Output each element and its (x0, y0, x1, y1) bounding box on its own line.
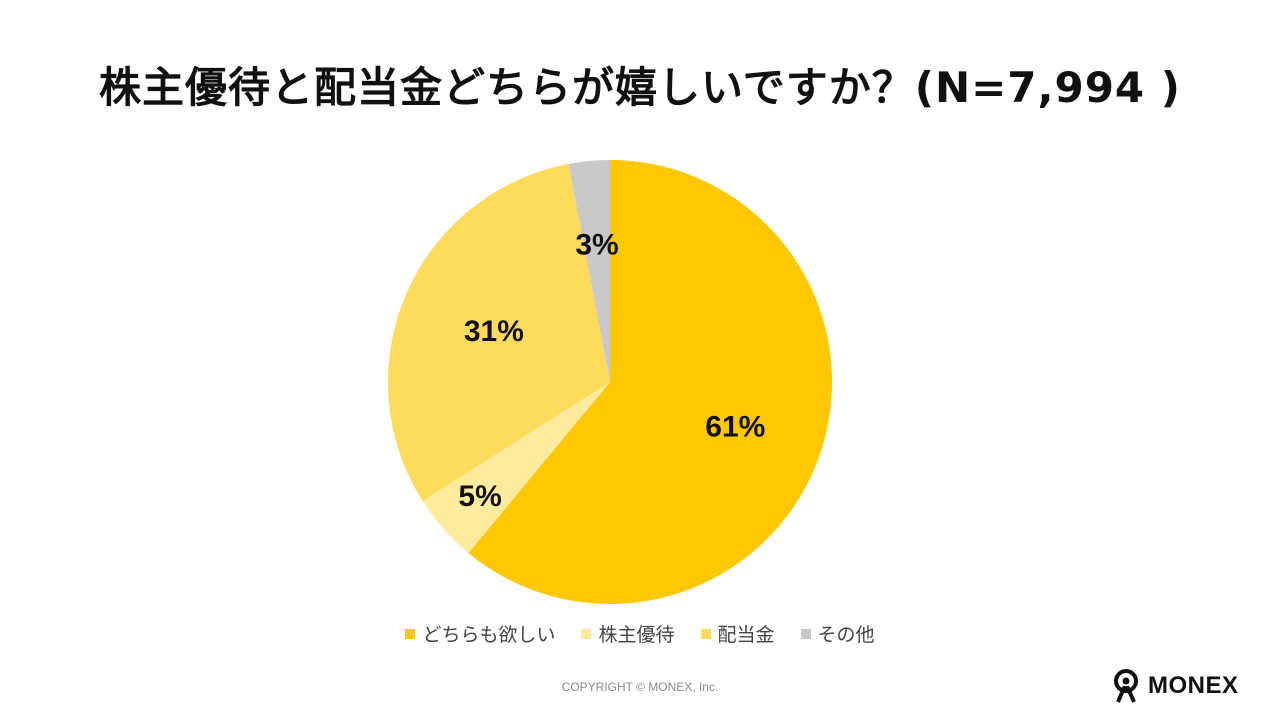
slice-label-0: 61% (705, 411, 765, 444)
monex-person-icon (1114, 669, 1138, 703)
legend-label-2: 配当金 (717, 624, 775, 646)
legend-swatch-2 (700, 628, 711, 639)
copyright-text: COPYRIGHT © MONEX, Inc. (561, 680, 719, 694)
slice-label-1: 5% (458, 480, 501, 513)
legend-swatch-1 (581, 628, 592, 639)
legend-item-3: その他 (800, 620, 875, 647)
legend-label-1: 株主優待 (598, 624, 675, 646)
legend-swatch-0 (405, 628, 416, 639)
pie-slice-0 (468, 160, 832, 604)
legend-item-0: どちらも欲しい (405, 620, 555, 647)
legend-swatch-3 (800, 628, 811, 639)
pie-slice-3 (568, 160, 610, 382)
chart-title: 株主優待と配当金どちらが嬉しいですか？(N=7,994 ) (99, 63, 1181, 112)
legend-label-3: その他 (817, 624, 875, 646)
slice-label-2: 31% (464, 315, 524, 348)
logo-text: MONEX (1148, 672, 1239, 699)
pie-slice-2 (388, 163, 610, 501)
legend-item-2: 配当金 (700, 620, 775, 647)
legend-item-1: 株主優待 (581, 620, 675, 647)
slice-label-3: 3% (575, 228, 618, 261)
monex-logo: MONEX (1108, 668, 1239, 704)
legend-label-0: どちらも欲しい (422, 624, 556, 646)
pie-slice-1 (422, 382, 610, 554)
chart-legend: どちらも欲しい 株主優待 配当金 その他 (0, 620, 1280, 647)
